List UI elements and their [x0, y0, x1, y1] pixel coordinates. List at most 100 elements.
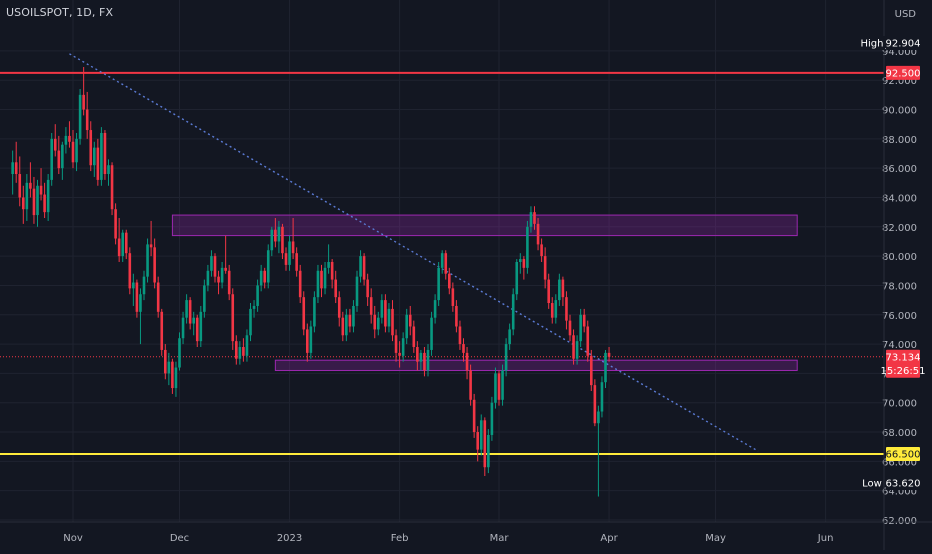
candle-body — [25, 182, 29, 210]
candle — [426, 344, 430, 377]
candle — [114, 203, 117, 245]
low-caption: Low — [862, 479, 882, 490]
candle — [348, 308, 352, 333]
candle-body — [288, 241, 291, 265]
candle-body — [178, 338, 181, 368]
candle — [78, 88, 82, 145]
candle — [334, 270, 337, 304]
candle-body — [501, 370, 504, 400]
candle-body — [419, 352, 423, 362]
candle-body — [64, 135, 68, 145]
candle-body — [242, 347, 245, 356]
candle-body — [579, 314, 582, 342]
candle-body — [490, 402, 494, 435]
candle-body — [274, 229, 277, 242]
candle — [252, 300, 256, 318]
candle-body — [68, 135, 71, 142]
candle — [455, 300, 458, 333]
candle-body — [572, 335, 575, 359]
candle — [604, 349, 607, 389]
candle-body — [199, 311, 203, 342]
resistance-support-zone — [171, 214, 798, 237]
candle-body — [600, 382, 604, 412]
candle — [291, 218, 295, 260]
candle-body — [117, 238, 121, 257]
candle-body — [36, 185, 39, 216]
candle — [543, 247, 547, 289]
candle — [359, 250, 362, 283]
candle — [103, 130, 107, 180]
last-price-label: 73.134 — [886, 352, 921, 363]
candle — [408, 305, 412, 336]
candle-body — [107, 165, 110, 175]
candle-body — [355, 276, 359, 306]
high-value: 92.904 — [886, 39, 921, 50]
candle — [298, 264, 302, 304]
candle-body — [550, 303, 554, 318]
candle — [320, 264, 323, 298]
candle — [164, 344, 167, 380]
candle — [309, 320, 313, 359]
x-tick-label: Nov — [63, 533, 83, 544]
candle — [515, 259, 519, 301]
candle — [504, 338, 508, 377]
candle — [281, 223, 284, 260]
candle-body — [210, 256, 213, 271]
candle-body — [164, 349, 167, 374]
candle-body — [479, 420, 483, 450]
candle-body — [249, 308, 252, 336]
candle-body — [568, 320, 572, 336]
candle — [572, 329, 575, 365]
candle — [423, 347, 426, 377]
candle — [213, 253, 217, 283]
candle — [401, 332, 405, 362]
x-tick-label: 2023 — [277, 533, 302, 544]
candle — [171, 358, 174, 394]
candle-body — [114, 209, 117, 239]
candle-body — [554, 300, 558, 318]
candle-body — [171, 361, 174, 389]
candle — [469, 364, 472, 406]
y-tick-label: 74.000 — [882, 340, 917, 351]
candle — [277, 220, 281, 254]
candle-body — [295, 253, 298, 271]
candle — [490, 396, 494, 441]
candle-body — [313, 297, 316, 327]
candle-body — [590, 355, 593, 386]
candle — [355, 270, 359, 312]
candle-body — [398, 352, 401, 356]
symbol-title[interactable]: USOILSPOT, 1D, FX — [6, 6, 114, 19]
candle-body — [263, 270, 266, 283]
x-tick-label: Jun — [817, 533, 834, 544]
candle — [313, 291, 316, 333]
candle — [533, 206, 536, 230]
candle — [575, 335, 579, 365]
candle-body — [412, 326, 416, 348]
candle-body — [153, 247, 156, 283]
candle — [387, 303, 391, 333]
candle-body — [366, 279, 369, 298]
x-tick-label: Mar — [490, 533, 510, 544]
candle-body — [89, 130, 93, 166]
candle — [419, 349, 423, 371]
candle — [437, 261, 440, 306]
candle-body — [18, 174, 22, 198]
candle — [511, 288, 515, 336]
candle — [199, 305, 203, 348]
candle-body — [302, 297, 306, 330]
candle — [245, 329, 249, 362]
candle-body — [416, 347, 419, 362]
candle-body — [195, 317, 199, 342]
candle-body — [57, 150, 61, 169]
candle-body — [11, 162, 14, 175]
candle-body — [306, 329, 309, 353]
candle-body — [558, 279, 561, 301]
candle — [330, 259, 334, 289]
candle-body — [330, 261, 334, 280]
candle-body — [515, 261, 519, 295]
candle-body — [543, 256, 547, 280]
candle — [362, 253, 366, 286]
